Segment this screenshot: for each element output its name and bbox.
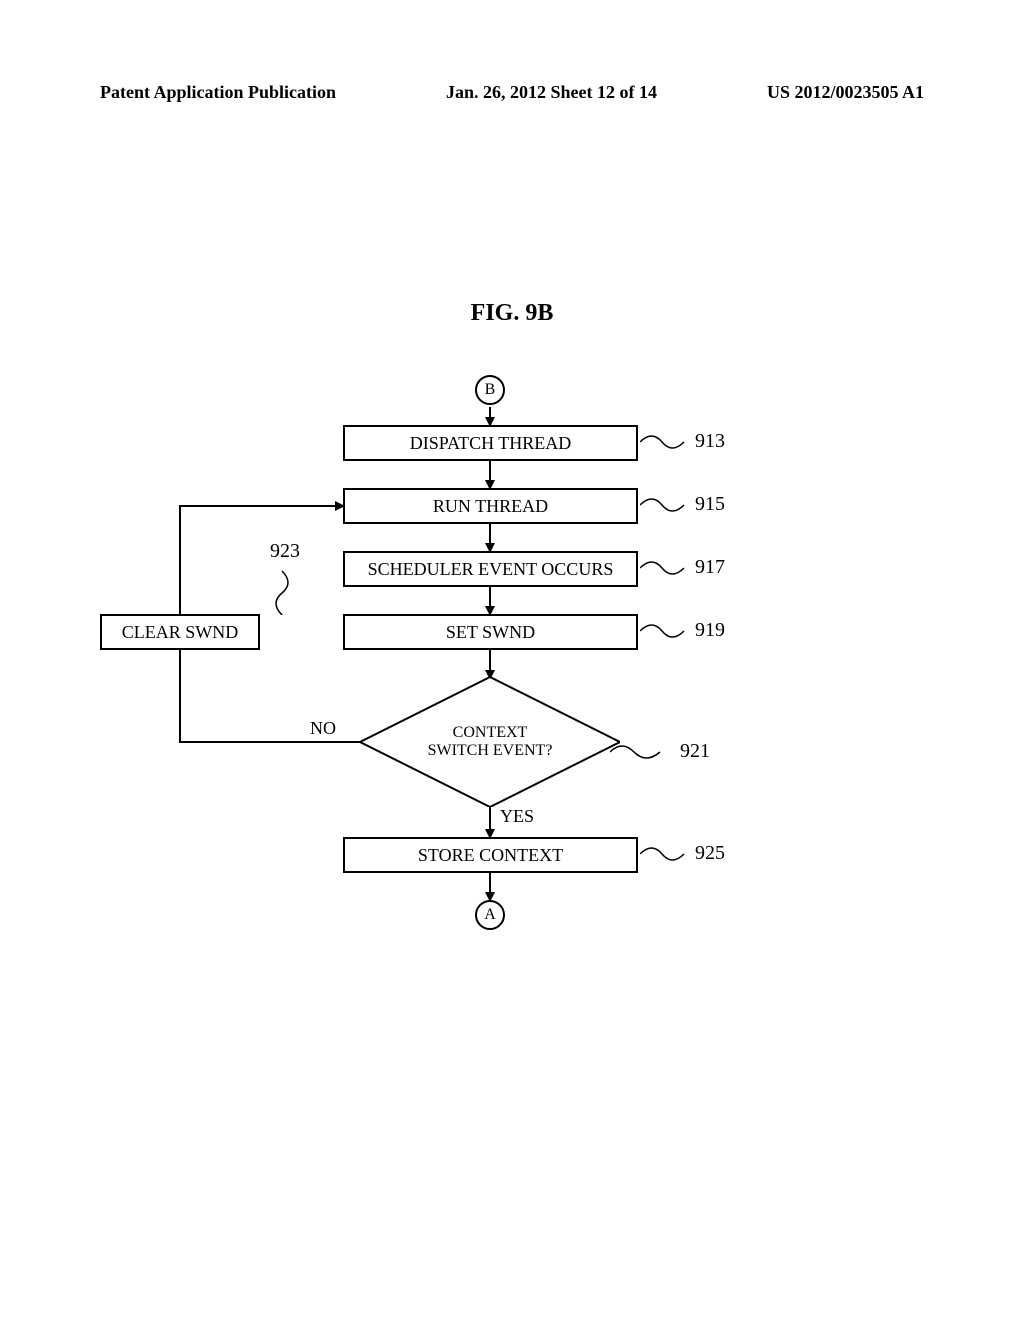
dispatch-thread-box: DISPATCH THREAD: [343, 425, 638, 461]
set-swnd-box: SET SWND: [343, 614, 638, 650]
clear-swnd-box: CLEAR SWND: [100, 614, 260, 650]
connector-b: B: [475, 375, 505, 405]
ref-917: 917: [695, 556, 725, 579]
arrow-line: [489, 524, 491, 543]
ref-925: 925: [695, 842, 725, 865]
ref-921: 921: [680, 740, 710, 763]
figure-title: FIG. 9B: [0, 300, 1024, 327]
ref-curve: [610, 740, 670, 765]
arrow-line: [180, 741, 360, 743]
flowchart-diagram: B DISPATCH THREAD 913 RUN THREAD 915 SCH…: [0, 370, 1024, 970]
header-center: Jan. 26, 2012 Sheet 12 of 14: [446, 82, 657, 103]
arrow-line: [489, 807, 491, 829]
no-label: NO: [310, 718, 336, 739]
arrow-head-icon: [335, 501, 345, 511]
ref-curve: [640, 556, 690, 581]
arrow-line: [179, 650, 181, 743]
ref-915: 915: [695, 493, 725, 516]
header-left: Patent Application Publication: [100, 82, 336, 103]
page-header: Patent Application Publication Jan. 26, …: [0, 82, 1024, 103]
ref-919: 919: [695, 619, 725, 642]
ref-913: 913: [695, 430, 725, 453]
arrow-line: [489, 873, 491, 892]
context-switch-decision: CONTEXT SWITCH EVENT?: [360, 677, 620, 807]
ref-curve: [640, 619, 690, 644]
ref-curve: [640, 493, 690, 518]
ref-curve: [640, 842, 690, 867]
connector-a: A: [475, 900, 505, 930]
arrow-line: [489, 587, 491, 606]
arrow-line: [489, 650, 491, 670]
yes-label: YES: [500, 806, 534, 827]
scheduler-event-box: SCHEDULER EVENT OCCURS: [343, 551, 638, 587]
ref-curve: [640, 430, 690, 455]
arrow-line: [489, 461, 491, 480]
ref-curve: [270, 565, 295, 615]
arrow-line: [179, 505, 335, 507]
arrow-line: [489, 407, 491, 417]
header-right: US 2012/0023505 A1: [767, 82, 924, 103]
ref-923: 923: [270, 540, 300, 563]
arrow-line: [179, 505, 181, 614]
store-context-box: STORE CONTEXT: [343, 837, 638, 873]
run-thread-box: RUN THREAD: [343, 488, 638, 524]
